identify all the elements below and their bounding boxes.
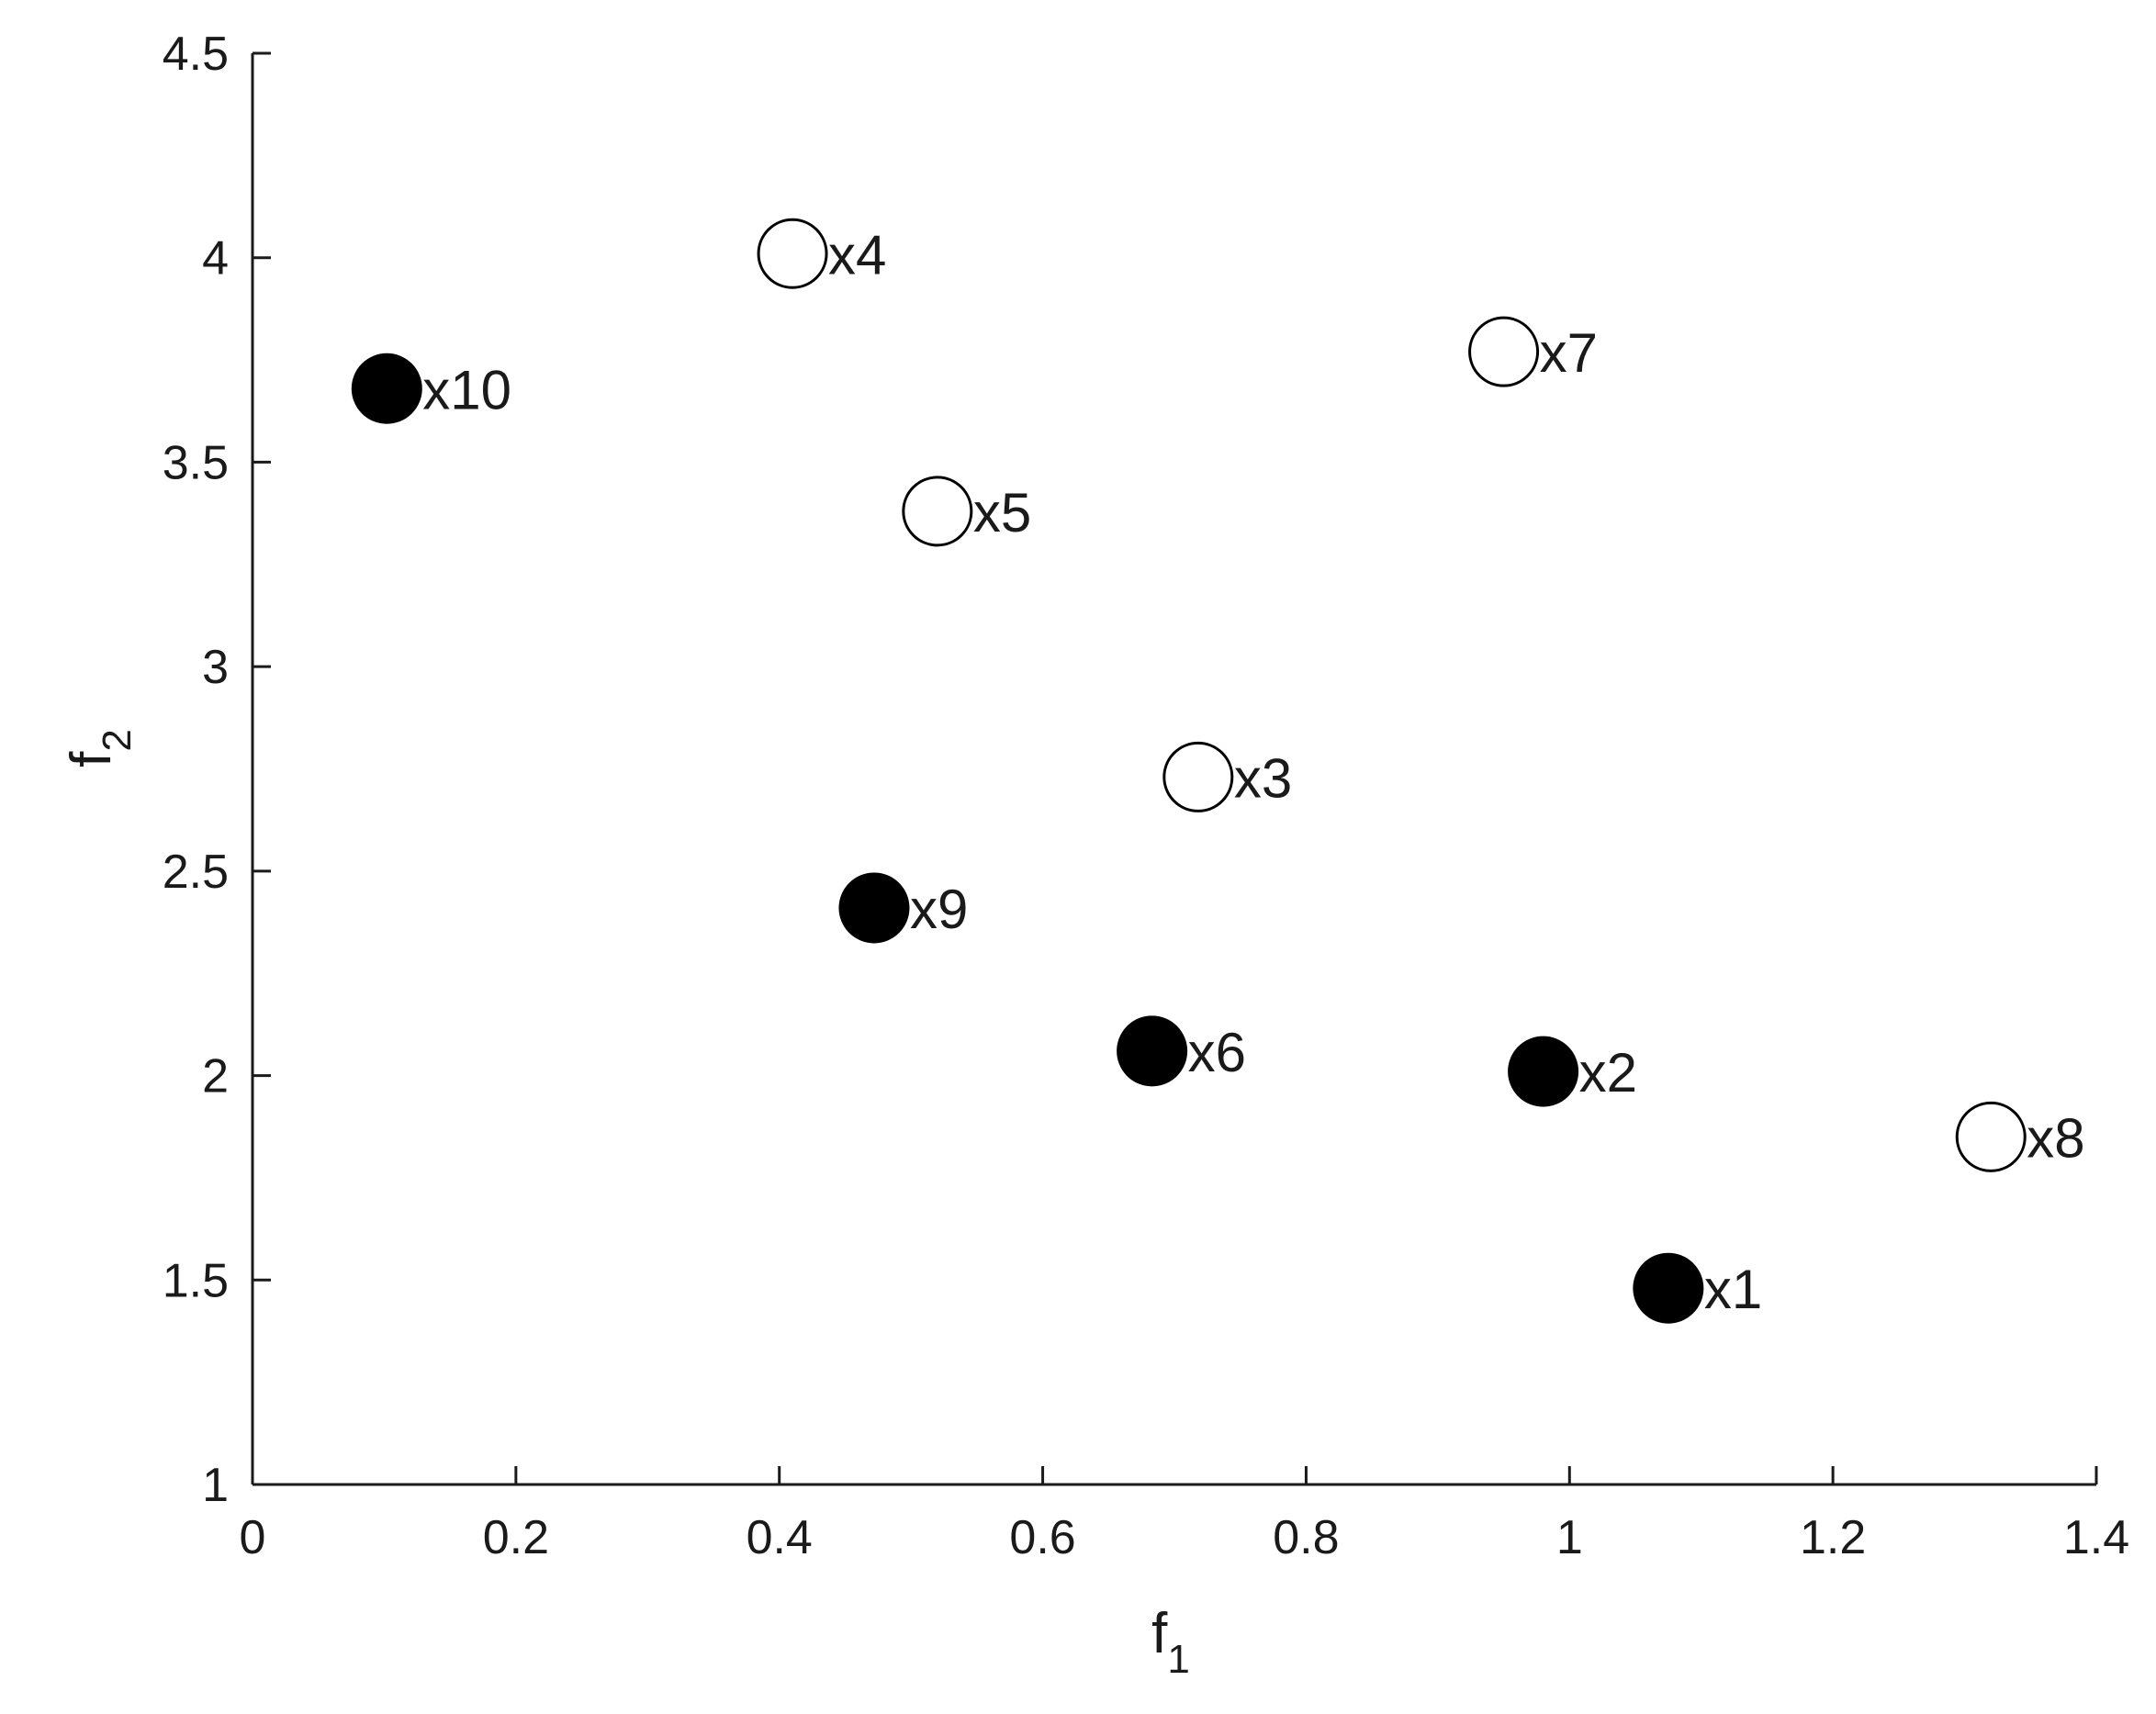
scatter-points: x1 x2 x3 x4 x5 x6 x7 x8 x9 x10: [351, 218, 2085, 1324]
x-tick-label: 0.8: [1273, 1511, 1339, 1564]
data-point-x1: [1633, 1252, 1704, 1324]
point-label-x7: x7: [1540, 322, 1598, 384]
x-tick-label: 1.2: [1800, 1511, 1866, 1564]
point-label-x5: x5: [973, 482, 1031, 543]
data-point-x5: [902, 476, 973, 547]
y-tick-label: 1.5: [163, 1254, 229, 1307]
point-label-x9: x9: [910, 879, 968, 940]
y-axis: 1 1.5 2 2.5 3 3.5 4 4.5: [163, 28, 271, 1512]
data-point-x10: [351, 353, 422, 424]
x-tick-label: 0: [240, 1511, 266, 1564]
x-tick-label: 0.6: [1009, 1511, 1075, 1564]
point-label-x6: x6: [1188, 1022, 1246, 1083]
y-tick-label: 4.5: [163, 28, 229, 81]
y-tick-label: 3: [202, 641, 229, 694]
x-tick-label: 1: [1556, 1511, 1583, 1564]
x-axis-label: f1: [1151, 1602, 1190, 1682]
x-axis: 0 0.2 0.4 0.6 0.8 1 1.2 1.4: [240, 1466, 2129, 1564]
data-point-x3: [1162, 741, 1234, 812]
point-label-x8: x8: [2027, 1107, 2084, 1169]
data-point-x9: [838, 872, 910, 944]
data-point-x2: [1508, 1036, 1579, 1107]
y-tick-label: 3.5: [163, 436, 229, 489]
point-label-x10: x10: [422, 359, 511, 420]
point-label-x4: x4: [828, 224, 886, 286]
y-axis-label: f2: [60, 729, 140, 767]
data-point-x4: [757, 218, 828, 289]
point-label-x2: x2: [1579, 1042, 1637, 1103]
y-tick-label: 2.5: [163, 846, 229, 899]
data-point-x8: [1955, 1101, 2027, 1172]
point-label-x1: x1: [1704, 1259, 1762, 1320]
data-point-x7: [1468, 316, 1540, 387]
x-tick-label: 0.2: [483, 1511, 549, 1564]
y-tick-label: 4: [202, 232, 229, 286]
point-label-x3: x3: [1234, 747, 1292, 809]
x-tick-label: 1.4: [2063, 1511, 2129, 1564]
x-tick-label: 0.4: [747, 1511, 813, 1564]
data-point-x6: [1117, 1015, 1188, 1087]
y-tick-label: 1: [202, 1459, 229, 1512]
y-tick-label: 2: [202, 1050, 229, 1103]
